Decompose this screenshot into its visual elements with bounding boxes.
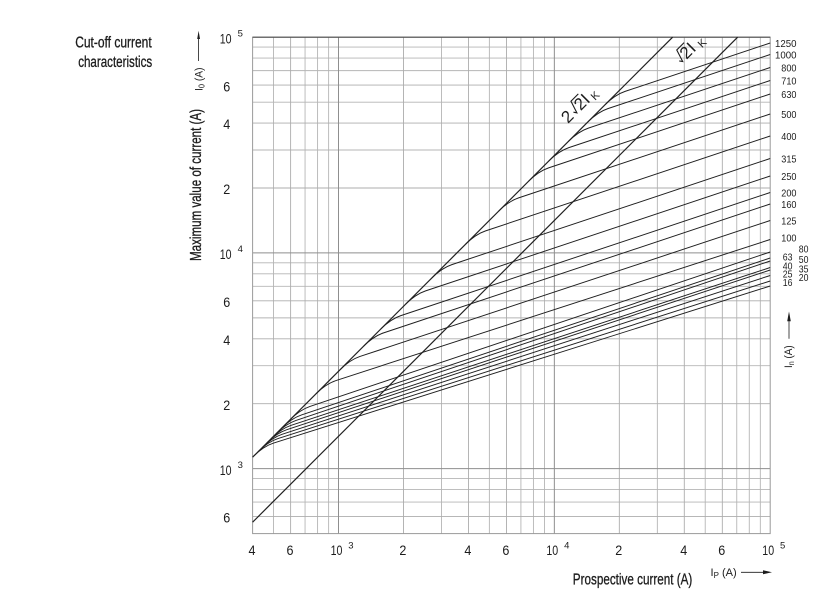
svg-text:630: 630	[781, 89, 796, 101]
svg-text:6: 6	[287, 542, 294, 558]
svg-text:80: 80	[799, 243, 809, 255]
svg-text:160: 160	[781, 199, 796, 211]
svg-text:6: 6	[718, 542, 725, 558]
svg-text:16: 16	[783, 277, 793, 289]
svg-text:4: 4	[249, 542, 256, 558]
svg-text:25: 25	[783, 269, 793, 281]
svg-text:Prospective current (A): Prospective current (A)	[573, 571, 693, 588]
svg-text:1000: 1000	[775, 49, 797, 61]
svg-text:4: 4	[223, 332, 230, 348]
svg-text:50: 50	[799, 254, 809, 266]
svg-text:3: 3	[348, 541, 353, 552]
svg-text:35: 35	[799, 263, 809, 275]
svg-text:20: 20	[799, 272, 809, 284]
svg-text:500: 500	[781, 109, 796, 121]
svg-text:400: 400	[781, 131, 796, 143]
svg-text:Maximum value of current (A): Maximum value of current (A)	[188, 109, 205, 261]
svg-text:10: 10	[546, 542, 558, 558]
svg-text:10: 10	[220, 246, 232, 262]
svg-text:800: 800	[781, 62, 796, 74]
svg-text:10: 10	[331, 542, 343, 558]
svg-text:710: 710	[781, 75, 796, 87]
svg-text:6: 6	[223, 78, 230, 94]
svg-text:characteristics: characteristics	[78, 54, 152, 71]
svg-text:250: 250	[781, 171, 796, 183]
svg-text:315: 315	[781, 153, 796, 165]
svg-text:4: 4	[564, 541, 569, 552]
svg-text:6: 6	[502, 542, 509, 558]
svg-text:4: 4	[680, 542, 687, 558]
svg-text:5: 5	[780, 541, 785, 552]
svg-text:10: 10	[220, 30, 232, 46]
svg-text:5: 5	[238, 28, 243, 39]
svg-text:2: 2	[223, 181, 230, 197]
svg-text:2: 2	[615, 542, 622, 558]
svg-text:I0 (A): I0 (A)	[194, 68, 207, 91]
svg-text:6: 6	[223, 510, 230, 526]
svg-text:63: 63	[783, 252, 793, 264]
svg-text:Cut-off current: Cut-off current	[75, 34, 152, 51]
svg-text:100: 100	[781, 232, 796, 244]
svg-text:40: 40	[783, 261, 793, 273]
svg-text:4: 4	[238, 244, 243, 255]
svg-text:2: 2	[399, 542, 406, 558]
svg-text:2: 2	[223, 397, 230, 413]
svg-text:In (A): In (A)	[783, 345, 796, 368]
svg-text:6: 6	[223, 294, 230, 310]
svg-text:4: 4	[464, 542, 471, 558]
svg-text:125: 125	[781, 215, 796, 227]
svg-text:200: 200	[781, 187, 796, 199]
svg-text:4: 4	[223, 116, 230, 132]
svg-text:3: 3	[238, 460, 243, 471]
svg-text:10: 10	[762, 542, 774, 558]
svg-text:IP (A): IP (A)	[711, 567, 737, 580]
svg-text:10: 10	[220, 462, 232, 478]
svg-text:1250: 1250	[775, 38, 797, 50]
